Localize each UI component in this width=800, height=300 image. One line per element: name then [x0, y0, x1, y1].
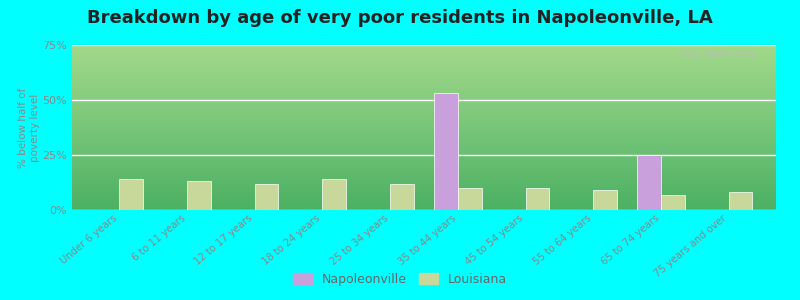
Bar — [390, 184, 414, 210]
Bar — [254, 184, 278, 210]
Bar — [594, 190, 617, 210]
Bar — [661, 195, 685, 210]
Bar — [322, 179, 346, 210]
Text: City-Data.com: City-Data.com — [681, 50, 755, 60]
Bar — [434, 93, 458, 210]
Text: Breakdown by age of very poor residents in Napoleonville, LA: Breakdown by age of very poor residents … — [87, 9, 713, 27]
Bar — [458, 188, 482, 210]
Bar — [638, 155, 661, 210]
Y-axis label: % below half of
poverty level: % below half of poverty level — [18, 87, 40, 168]
Legend: Napoleonville, Louisiana: Napoleonville, Louisiana — [288, 268, 512, 291]
Bar — [187, 182, 210, 210]
Bar — [729, 192, 752, 210]
Bar — [526, 188, 550, 210]
Bar — [119, 179, 143, 210]
